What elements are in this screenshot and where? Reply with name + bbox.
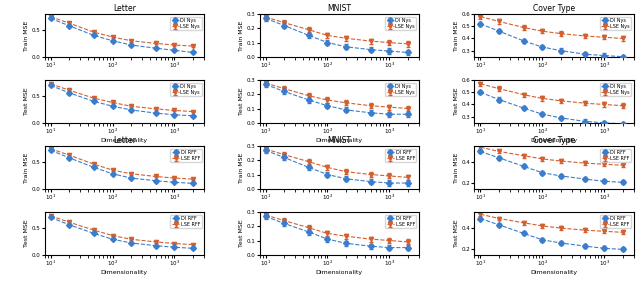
Legend: DI RFF, LSE RFF: DI RFF, LSE RFF: [600, 215, 631, 228]
Y-axis label: Train MSE: Train MSE: [239, 20, 244, 51]
Title: Cover Type: Cover Type: [533, 4, 575, 13]
Legend: DI Nys, LSE Nys: DI Nys, LSE Nys: [600, 17, 631, 31]
X-axis label: Dimensionality: Dimensionality: [316, 269, 363, 275]
X-axis label: Dimensionality: Dimensionality: [101, 138, 148, 143]
Y-axis label: Test MSE: Test MSE: [239, 88, 244, 115]
Legend: DI Nys, LSE Nys: DI Nys, LSE Nys: [385, 83, 417, 97]
Y-axis label: Test MSE: Test MSE: [24, 220, 29, 247]
Y-axis label: Test MSE: Test MSE: [454, 88, 459, 115]
X-axis label: Dimensionality: Dimensionality: [316, 138, 363, 143]
X-axis label: Dimensionality: Dimensionality: [531, 269, 577, 275]
Title: MNIST: MNIST: [327, 4, 351, 13]
Title: Letter: Letter: [113, 4, 136, 13]
Y-axis label: Train MSE: Train MSE: [239, 152, 244, 183]
Legend: DI RFF, LSE RFF: DI RFF, LSE RFF: [385, 149, 417, 162]
Y-axis label: Train MSE: Train MSE: [454, 20, 459, 51]
Legend: DI Nys, LSE Nys: DI Nys, LSE Nys: [600, 83, 631, 97]
Legend: DI Nys, LSE Nys: DI Nys, LSE Nys: [170, 83, 202, 97]
Legend: DI RFF, LSE RFF: DI RFF, LSE RFF: [170, 215, 202, 228]
Legend: DI Nys, LSE Nys: DI Nys, LSE Nys: [170, 17, 202, 31]
Y-axis label: Train MSE: Train MSE: [454, 152, 459, 183]
Y-axis label: Test MSE: Test MSE: [239, 220, 244, 247]
Y-axis label: Train MSE: Train MSE: [24, 152, 29, 183]
Legend: DI Nys, LSE Nys: DI Nys, LSE Nys: [385, 17, 417, 31]
Title: MNIST: MNIST: [327, 136, 351, 145]
Legend: DI RFF, LSE RFF: DI RFF, LSE RFF: [385, 215, 417, 228]
X-axis label: Dimensionality: Dimensionality: [531, 138, 577, 143]
Title: Letter: Letter: [113, 136, 136, 145]
Y-axis label: Train MSE: Train MSE: [24, 20, 29, 51]
Legend: DI RFF, LSE RFF: DI RFF, LSE RFF: [170, 149, 202, 162]
X-axis label: Dimensionality: Dimensionality: [101, 269, 148, 275]
Legend: DI RFF, LSE RFF: DI RFF, LSE RFF: [600, 149, 631, 162]
Title: Cover Type: Cover Type: [533, 136, 575, 145]
Y-axis label: Test MSE: Test MSE: [454, 220, 459, 247]
Y-axis label: Test MSE: Test MSE: [24, 88, 29, 115]
